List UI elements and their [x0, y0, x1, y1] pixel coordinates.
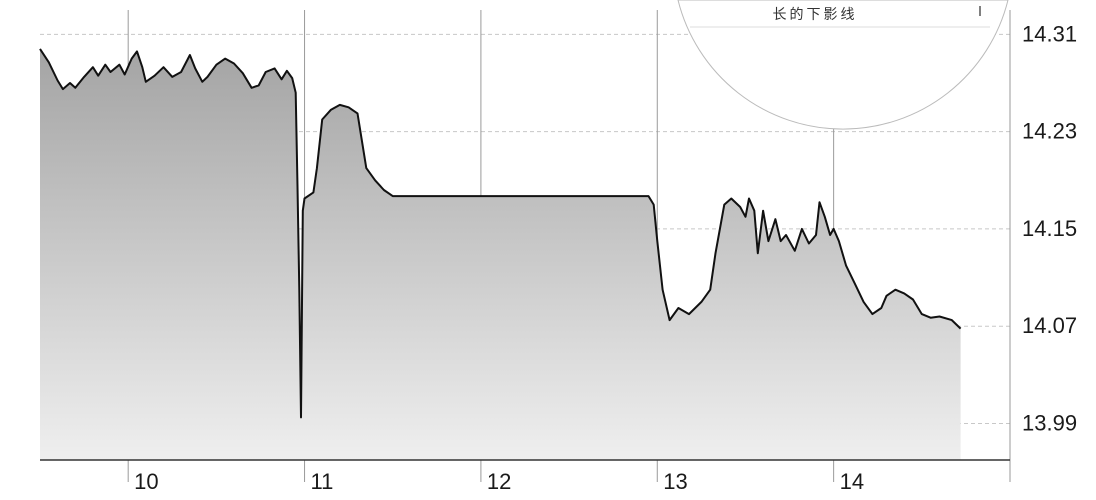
y-axis-ticks: 14.31 14.23 14.15 14.07 13.99	[1022, 21, 1077, 435]
price-area-fill	[40, 48, 961, 461]
x-axis-ticks: 10 11 12 13 14	[134, 469, 864, 494]
x-tick-label: 10	[134, 469, 158, 494]
annotation-callout: 长的下影线	[677, 0, 1009, 130]
y-tick-label: 14.23	[1022, 119, 1077, 144]
y-tick-label: 14.15	[1022, 216, 1077, 241]
y-tick-label: 14.31	[1022, 21, 1077, 46]
price-line	[39, 48, 962, 419]
x-tick-label: 14	[840, 469, 864, 494]
magnifier-circle	[677, 0, 1009, 130]
x-tick-label: 11	[311, 469, 334, 494]
y-tick-label: 13.99	[1022, 411, 1077, 436]
y-tick-label: 14.07	[1022, 313, 1077, 338]
x-tick-label: 12	[487, 469, 511, 494]
callout-text: 长的下影线	[773, 7, 858, 23]
x-tick-label: 13	[663, 469, 687, 494]
